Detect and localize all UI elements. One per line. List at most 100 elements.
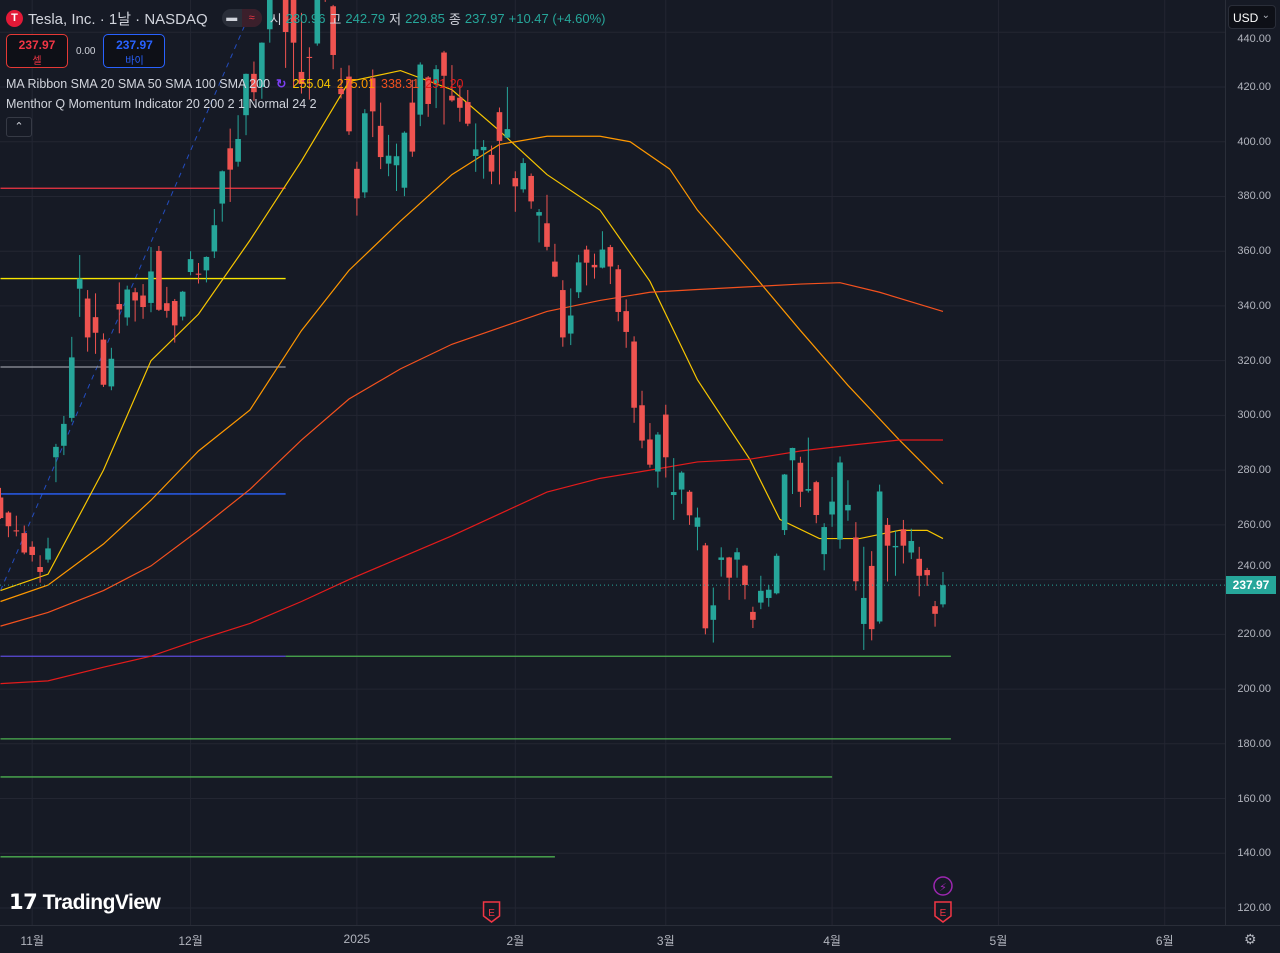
candle: [362, 109, 368, 198]
candle: [5, 511, 12, 538]
candle-body: [425, 77, 431, 104]
symbol-title[interactable]: Tesla, Inc. · 1날 · NASDAQ: [28, 10, 208, 28]
buy-button[interactable]: 237.97 바이: [103, 34, 166, 68]
price-tick-label: 160.00: [1237, 792, 1271, 805]
candle: [179, 290, 186, 321]
settings-icon[interactable]: ⚙: [1244, 931, 1257, 947]
candle-body: [599, 249, 606, 268]
candle: [433, 65, 439, 109]
candle-body: [53, 446, 59, 458]
candle: [884, 518, 891, 582]
candle: [259, 42, 265, 99]
candle: [860, 546, 867, 650]
candle-body: [694, 517, 701, 527]
candle-body: [68, 357, 75, 418]
candle: [45, 537, 51, 563]
currency-selector[interactable]: USD ⌄: [1228, 5, 1276, 29]
candle-body: [504, 129, 511, 138]
candle-body: [837, 462, 843, 540]
candle: [726, 556, 732, 600]
candle-body: [417, 64, 424, 115]
candle: [876, 484, 883, 624]
candle-body: [742, 565, 748, 586]
price-tick-label: 440.00: [1237, 33, 1271, 45]
candle-body: [916, 558, 923, 576]
close-label: 종: [448, 11, 461, 27]
earnings-icon-label: E: [940, 908, 947, 919]
candle-body: [829, 501, 835, 515]
candle: [560, 280, 566, 347]
candle-body: [290, 0, 297, 43]
candle: [528, 173, 534, 209]
candle-body: [758, 590, 764, 603]
candle: [583, 245, 590, 286]
candle-body: [29, 546, 35, 555]
candle: [156, 246, 162, 311]
candle: [409, 79, 416, 157]
candle-body: [488, 154, 495, 172]
price-tick-label: 120.00: [1237, 902, 1271, 914]
candle: [892, 531, 899, 576]
time-tick-label: 2025: [343, 932, 371, 946]
candle: [607, 244, 614, 285]
candle-body: [195, 273, 202, 275]
price-axis[interactable]: 440.00 420.00 400.00 380.00 360.00 340.00 320.…: [1225, 0, 1280, 925]
candle: [599, 231, 606, 269]
candle: [734, 547, 740, 578]
candle-body: [670, 492, 677, 496]
tesla-logo-icon: T: [6, 9, 23, 27]
candle-body: [156, 250, 162, 310]
candle-body: [251, 73, 257, 93]
candle-body: [449, 95, 455, 101]
candle-body: [750, 611, 756, 620]
candle: [324, 0, 326, 2]
candle-body: [536, 212, 542, 216]
legend-toggle-pill[interactable]: ▬ ≈: [221, 9, 262, 27]
candle: [591, 253, 598, 279]
price-tick-label: 380.00: [1237, 190, 1271, 203]
candle-body: [884, 524, 891, 546]
indicator-ma-ribbon[interactable]: MA Ribbon SMA 20 SMA 50 SMA 100 SMA 200 …: [6, 76, 609, 92]
candle: [781, 473, 788, 535]
candle-body: [100, 339, 107, 385]
price-tick-label: 240.00: [1237, 560, 1271, 573]
sma20-value: 255.04: [292, 76, 331, 91]
logo-text: TradingView: [42, 891, 161, 914]
candle: [924, 567, 930, 586]
candle-body: [203, 256, 210, 271]
candle: [702, 542, 709, 635]
candle: [195, 262, 202, 284]
candle-body: [552, 261, 558, 277]
candle-body: [409, 102, 416, 152]
candle: [647, 423, 653, 468]
candle: [821, 523, 827, 571]
candle: [282, 0, 289, 68]
indicator-menthor-q[interactable]: Menthor Q Momentum Indicator 20 200 2 1 …: [6, 97, 609, 111]
indicator-label: Menthor Q Momentum Indicator 20 200 2 1 …: [6, 97, 317, 111]
time-axis[interactable]: ⚙ 11월 12월 2025 2월 3월 4월 5월 6월: [0, 925, 1280, 953]
candle: [21, 525, 28, 555]
last-price-badge: 237.97: [1226, 576, 1276, 595]
candle-body: [401, 132, 408, 188]
tradingview-logo[interactable]: 𝟭𝟳 TradingView: [9, 890, 161, 915]
candle-body: [591, 264, 598, 268]
candle-body: [821, 527, 827, 555]
minus-icon[interactable]: ▬: [226, 12, 238, 24]
candle-body: [575, 262, 582, 293]
candle: [916, 546, 923, 597]
candle: [449, 65, 455, 102]
sell-button[interactable]: 237.97 셀: [6, 34, 68, 68]
candle: [853, 522, 859, 591]
time-tick-label: 12월: [178, 934, 203, 948]
candle: [369, 69, 376, 138]
time-tick-label: 5월: [989, 934, 1008, 948]
candle-body: [876, 491, 883, 622]
candle: [84, 290, 91, 352]
candle-body: [900, 529, 907, 546]
candle: [567, 288, 574, 346]
collapse-legend-button[interactable]: ⌃: [6, 117, 32, 137]
candle-body: [21, 533, 28, 553]
price-chart[interactable]: E E ⚡: [0, 0, 1225, 925]
wave-icon[interactable]: ≈: [241, 9, 262, 27]
candle-body: [813, 482, 820, 516]
